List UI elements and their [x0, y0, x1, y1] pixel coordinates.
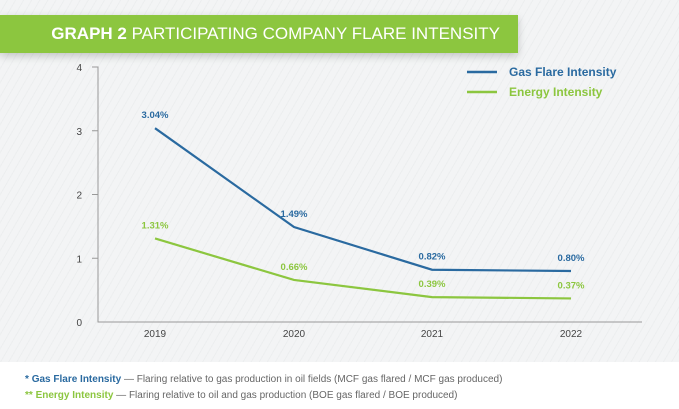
y-tick-label: 0 — [76, 318, 82, 329]
data-label: 0.66% — [281, 262, 308, 273]
y-tick-label: 1 — [76, 254, 82, 265]
line-chart: 0 1 2 3 4 2019 2020 2021 2022 3.04% 1.49% 0.82% 0.80… — [76, 63, 642, 340]
x-tick-label: 2019 — [144, 329, 167, 340]
title-prefix: GRAPH 2 — [51, 24, 127, 43]
x-tick-label: 2020 — [283, 329, 306, 340]
data-label: 0.80% — [558, 253, 585, 264]
data-label: 3.04% — [142, 110, 169, 121]
series-line-1 — [154, 237, 572, 300]
data-label: 0.37% — [558, 280, 585, 291]
y-tick-label: 2 — [76, 191, 82, 202]
data-label: 1.31% — [142, 220, 169, 231]
y-tick-label: 3 — [76, 127, 82, 138]
data-label: 0.82% — [419, 252, 446, 263]
title-text: PARTICIPATING COMPANY FLARE INTENSITY — [131, 24, 500, 43]
footnotes: * Gas Flare Intensity — Flaring relative… — [25, 372, 502, 404]
footnote-gas: * Gas Flare Intensity — Flaring relative… — [25, 374, 503, 385]
y-tick-label: 4 — [76, 63, 82, 74]
legend-label: Energy Intensity — [509, 85, 603, 99]
chart-title: GRAPH 2 PARTICIPATING COMPANY FLARE INTE… — [0, 15, 518, 53]
x-tick-label: 2021 — [421, 329, 444, 340]
chart-background — [0, 0, 679, 362]
data-label: 0.39% — [419, 279, 446, 290]
series-line-0 — [154, 127, 572, 273]
data-label: 1.49% — [281, 209, 308, 220]
legend-label: Gas Flare Intensity — [509, 65, 617, 79]
x-tick-label: 2022 — [560, 329, 583, 340]
footnote-energy: ** Energy Intensity — Flaring relative t… — [25, 390, 458, 401]
